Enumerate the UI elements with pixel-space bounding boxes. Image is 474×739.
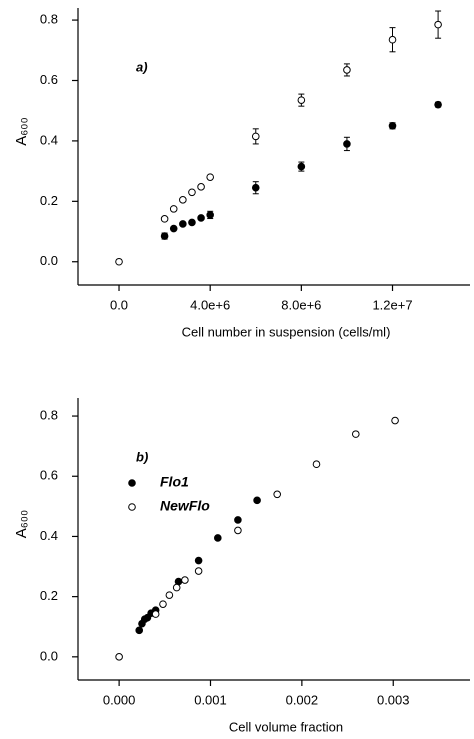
point	[206, 211, 214, 219]
point	[388, 35, 397, 44]
x-tick-label: 0.002	[286, 692, 319, 707]
legend-label: Flo1	[160, 474, 189, 490]
point	[188, 218, 196, 227]
point	[343, 140, 351, 148]
point	[160, 232, 169, 240]
point	[160, 215, 169, 223]
point	[251, 183, 260, 192]
x-tick-label: 0.0	[110, 297, 128, 312]
y-tick-label: 0.4	[40, 528, 58, 543]
point	[253, 496, 261, 505]
x-tick-label: 0.000	[103, 692, 136, 707]
y-axis-label: A₆₀₀	[13, 510, 30, 539]
y-tick-label: 0.4	[40, 132, 58, 147]
point	[206, 173, 214, 181]
point	[115, 653, 123, 661]
point	[388, 122, 397, 130]
point	[179, 196, 187, 204]
point	[165, 591, 174, 599]
point	[197, 183, 205, 191]
point	[391, 416, 399, 425]
x-axis-label: Cell number in suspension (cells/ml)	[182, 324, 391, 339]
y-tick-label: 0.0	[40, 253, 58, 268]
y-tick-label: 0.8	[40, 407, 58, 422]
x-tick-label: 4.0e+6	[190, 297, 230, 312]
point	[172, 583, 181, 592]
point	[159, 600, 167, 608]
point	[181, 576, 189, 584]
point	[169, 205, 178, 213]
point	[434, 100, 442, 109]
legend-marker	[128, 479, 136, 487]
point	[169, 224, 178, 233]
panel-label: b)	[136, 449, 148, 464]
x-tick-label: 0.001	[194, 692, 227, 707]
x-tick-label: 1.2e+7	[372, 297, 412, 312]
point	[234, 516, 242, 524]
x-axis-label: Cell volume fraction	[229, 719, 343, 734]
point	[297, 96, 306, 104]
y-tick-label: 0.2	[40, 588, 58, 603]
point	[188, 188, 196, 197]
point	[312, 460, 321, 469]
point	[214, 534, 222, 542]
point	[273, 490, 281, 499]
point	[351, 430, 360, 438]
point	[115, 257, 123, 266]
point	[151, 610, 160, 618]
y-tick-label: 0.8	[40, 12, 58, 27]
y-tick-label: 0.6	[40, 468, 58, 483]
point	[234, 526, 242, 535]
point	[251, 132, 260, 141]
y-tick-label: 0.2	[40, 193, 58, 208]
y-tick-label: 0.0	[40, 648, 58, 663]
point	[343, 66, 351, 74]
point	[179, 220, 187, 228]
x-tick-label: 8.0e+6	[281, 297, 321, 312]
point	[434, 20, 442, 29]
x-tick-label: 0.003	[377, 692, 410, 707]
point	[194, 556, 203, 565]
panel-label: a)	[136, 59, 148, 74]
legend-marker	[128, 503, 136, 511]
y-tick-label: 0.6	[40, 72, 58, 87]
legend-label: NewFlo	[160, 498, 210, 514]
point	[197, 214, 205, 222]
point	[194, 567, 203, 575]
point	[135, 626, 144, 635]
y-axis-label: A₆₀₀	[13, 117, 30, 146]
point	[297, 162, 306, 171]
